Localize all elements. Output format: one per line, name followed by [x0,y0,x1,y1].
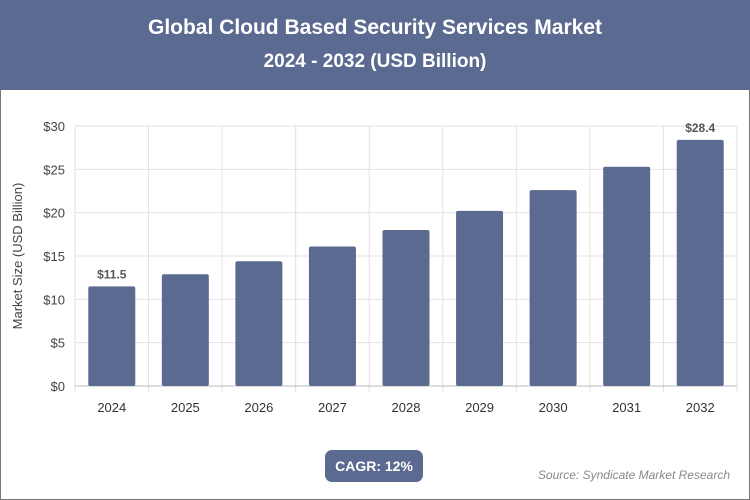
x-tick-label: 2032 [686,400,715,415]
bar-2026 [235,261,283,386]
y-tick-label: $10 [43,292,65,307]
bar-chart: $0 $5 $10 $15 $20 $25 $30 Market Size (USD Bill… [10,119,738,415]
y-tick-label: $30 [43,119,65,134]
bar-2030 [529,190,577,386]
y-tick-label: $5 [51,336,65,351]
bar-2028 [382,230,430,386]
bar-2032 [676,139,724,386]
y-tick-label: $15 [43,249,65,264]
chart-subtitle: 2024 - 2032 (USD Billion) [263,51,487,72]
y-tick-label: $20 [43,206,65,221]
y-tick-label: $25 [43,162,65,177]
x-tick-label: 2024 [97,400,126,415]
x-tick-label: 2031 [612,400,641,415]
chart-title: Global Cloud Based Security Services Mar… [147,16,602,39]
y-tick-label: $0 [51,379,65,394]
source-note: Source: Syndicate Market Research [537,468,730,482]
chart-header: Global Cloud Based Security Services Mar… [0,0,750,90]
x-tick-label: 2025 [171,400,200,415]
x-tick-label: 2030 [539,400,568,415]
x-tick-label: 2026 [244,400,273,415]
y-axis-label: Market Size (USD Billion) [10,183,25,330]
bar-2027 [308,246,356,386]
cagr-badge: CAGR: 12% [325,450,423,482]
data-label: $11.5 [97,267,127,281]
data-label: $28.4 [685,121,715,135]
bar-2025 [161,274,209,386]
x-tick-label: 2029 [465,400,494,415]
x-tick-label: 2027 [318,400,347,415]
bar-2024 [88,286,136,386]
x-tick-label: 2028 [392,400,421,415]
bar-2029 [456,210,504,386]
bar-2031 [603,166,651,386]
